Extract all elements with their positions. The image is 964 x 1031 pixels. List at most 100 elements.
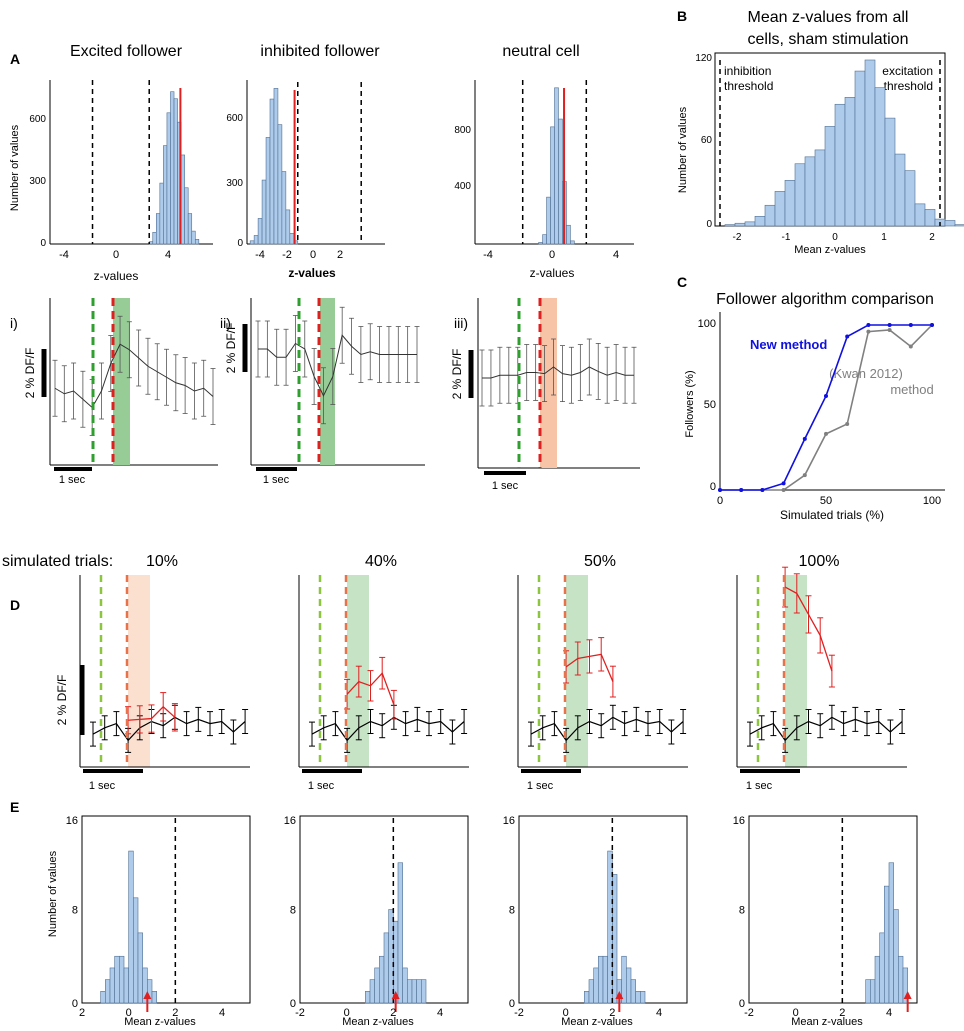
hist-sham-bar: [884, 117, 896, 227]
panel-b-ylabel: Number of values: [677, 106, 689, 193]
panel-b-letter: B: [677, 8, 687, 24]
new-method-point: [887, 323, 892, 327]
hist2-xtick-2: 2: [337, 249, 343, 261]
hist-excited-bar: [163, 145, 168, 245]
panel-e-xlabel: Mean z-values: [791, 1016, 863, 1026]
simulated-trace: [784, 586, 833, 672]
panel-e-xtick: 0: [563, 1007, 569, 1019]
mean-trace: [54, 343, 214, 409]
panel-e-arrow-head: [391, 991, 400, 999]
panel-e-arrow-head: [143, 991, 152, 999]
new-method-point: [781, 481, 786, 486]
panel-e-bar: [888, 862, 894, 1004]
hist-sham-bar: [784, 180, 796, 227]
hist1-xtick-0: 0: [113, 249, 119, 261]
hist-neutral-bar: [546, 196, 551, 245]
hist-inhibited-follower: 0 300 600 -4 -2 0 2 z-values: [226, 80, 385, 280]
panel-e-bar: [584, 991, 590, 1004]
hist-inhibited-bar: [281, 171, 287, 245]
panel-e-bar: [114, 955, 120, 1004]
scale-label-x: 1 sec: [527, 780, 554, 792]
kwan-method-point: [781, 488, 786, 492]
panel-e-arrow-head: [615, 991, 624, 999]
hist-inhibited-bar: [289, 233, 295, 245]
hist-inhibited-bar: [285, 209, 291, 245]
panel-e-bar: [602, 955, 608, 1004]
hist-excited-bar: [173, 98, 178, 245]
panel-b-title-1: Mean z-values from all: [748, 9, 909, 26]
panel-b-xtick-1: 1: [881, 232, 887, 243]
panel-e-bar: [416, 979, 422, 1004]
hist-inhibited-bar: [273, 88, 279, 245]
panel-e-bar: [893, 909, 899, 1004]
hist-sham-bar: [894, 153, 906, 227]
trace-i-label: i): [10, 315, 18, 331]
mean-trace: [482, 366, 634, 379]
panel-e-bar: [123, 967, 129, 1004]
panel-c-ytick-50: 50: [704, 399, 716, 411]
panel-c-xtick-0: 0: [717, 495, 723, 507]
trace-iii-label: iii): [454, 315, 468, 331]
hist-inhibited-bar: [257, 218, 263, 245]
panel-e-frame: [748, 815, 918, 1004]
panel-d-percent-100: 100%: [799, 553, 840, 570]
trace-iii-scale-y: 2 % DF/F: [450, 349, 464, 400]
panel-e-xtick: 2: [839, 1007, 845, 1019]
hist-neutral-bar: [554, 87, 559, 245]
panel-e-ytick: 0: [509, 998, 515, 1010]
hist-neutral-cell: 400 800 -4 0 4 z-values: [454, 80, 634, 280]
panel-e-xtick: 4: [886, 1007, 892, 1019]
panel-e-bar: [898, 955, 904, 1004]
panel-e-ytick: 0: [739, 998, 745, 1010]
panel-e: E Number of values: [10, 799, 59, 937]
panel-e-ylabel: Number of values: [47, 850, 59, 937]
hist2-title: inhibited follower: [260, 43, 380, 60]
hist-sham-bar: [834, 103, 846, 227]
panel-b-xtick-2: 2: [929, 232, 935, 243]
hist1-title: Excited follower: [70, 43, 183, 60]
hist3-xtick-4: 4: [613, 249, 619, 261]
panel-b-inhib-1: inhibition: [724, 64, 771, 78]
new-method-point: [718, 488, 722, 492]
panel-e-xtick: 2: [390, 1007, 396, 1019]
panel-e-ytick: 8: [290, 905, 296, 917]
kwan-method-point: [887, 327, 892, 332]
hist-sham-bar: [774, 191, 786, 227]
trace-ii: ii) 2 % DF/F 1 sec: [220, 298, 425, 486]
trace-iii: iii) 2 % DF/F 1 sec: [450, 298, 640, 492]
hist-inhibited-bar: [249, 240, 255, 245]
hist3-xtick-m4: -4: [483, 249, 493, 261]
panel-e-ytick: 8: [739, 905, 745, 917]
panel-e-xlabel: Mean z-values: [124, 1016, 196, 1026]
panel-e-ytick: 8: [509, 905, 515, 917]
kwan-method-point: [845, 422, 850, 426]
panel-e-bar: [133, 897, 139, 1004]
panel-e-ytick: 0: [290, 998, 296, 1010]
response-window: [540, 298, 557, 468]
hist2-ytick-300: 300: [226, 178, 243, 189]
hist3-xlabel: z-values: [530, 266, 575, 280]
hist3-title: neutral cell: [502, 43, 579, 60]
hist-sham-bar: [794, 163, 806, 227]
hist2-ytick-0: 0: [237, 238, 243, 249]
panel-c-ylabel: Followers (%): [684, 370, 696, 437]
panel-e-bar: [379, 955, 385, 1004]
panel-c-legend-kwan-2: method: [890, 382, 933, 397]
panel-e-xtick: 0: [344, 1007, 350, 1019]
new-method-point: [760, 488, 765, 492]
panel-b-ytick-0: 0: [706, 219, 712, 230]
panel-e-bar: [105, 979, 111, 1004]
panel-e-frame: [81, 815, 251, 1004]
panel-e-bar: [902, 967, 908, 1004]
hist-excited-bar: [152, 231, 157, 245]
new-method-point: [824, 393, 828, 398]
hist-excited-bar: [191, 230, 196, 245]
hist-sham-bar: [904, 170, 916, 227]
trace-iii-scale-x: 1 sec: [492, 480, 519, 492]
hist-sham-bar: [804, 156, 816, 227]
mean-trace: [258, 334, 417, 397]
hist-sham-bar: [824, 126, 836, 227]
control-trace: [749, 716, 903, 742]
control-trace: [92, 716, 246, 742]
